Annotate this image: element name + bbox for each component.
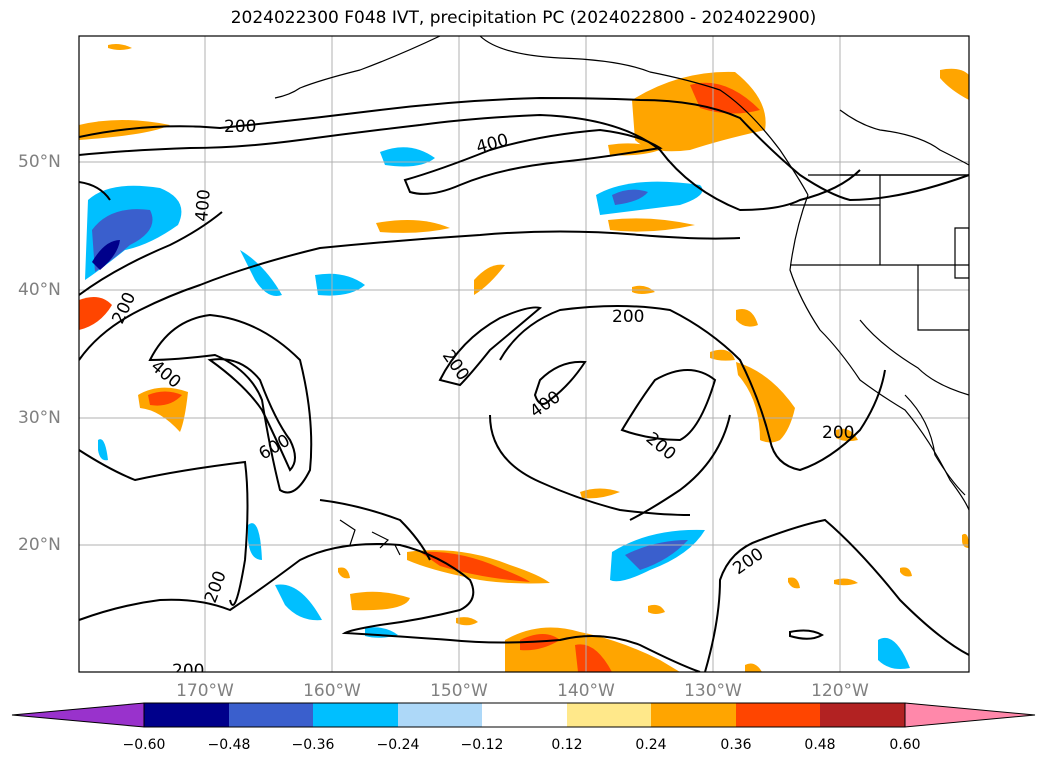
neg-region xyxy=(98,439,108,461)
ivt-contour xyxy=(148,313,313,494)
lon-label: 140°W xyxy=(557,681,615,701)
ivt-contour xyxy=(438,306,543,387)
colorbar-tick-label: −0.24 xyxy=(376,737,420,753)
pos-region xyxy=(745,663,762,672)
pos-region xyxy=(962,533,969,548)
colorbar xyxy=(11,702,1036,728)
colorbar-tick-label: −0.12 xyxy=(460,737,504,753)
neg-region xyxy=(240,250,282,296)
neg-region xyxy=(596,181,703,215)
lat-label: 30°N xyxy=(18,408,61,428)
pos-region xyxy=(376,219,450,233)
ivt-contour xyxy=(499,305,886,472)
colorbar-swatch xyxy=(398,703,482,727)
pos-region xyxy=(580,488,620,499)
pos-region xyxy=(608,218,695,232)
map-frame xyxy=(78,35,970,673)
neg-region xyxy=(275,584,322,621)
colorbar-tick-label: 0.36 xyxy=(720,737,752,753)
colorbar-swatch xyxy=(651,703,736,727)
ivt-contour xyxy=(319,499,431,561)
colorbar-tick-label: −0.36 xyxy=(291,737,335,753)
colorbar-tick-label: 0.60 xyxy=(889,737,921,753)
lon-label: 120°W xyxy=(811,681,869,701)
contour-label: 200 xyxy=(822,423,854,443)
figure-title: 2024022300 F048 IVT, precipitation PC (2… xyxy=(230,8,817,28)
pos-region xyxy=(420,551,530,582)
neg-region xyxy=(92,240,120,270)
colorbar-swatch xyxy=(144,703,229,727)
lat-label: 50°N xyxy=(18,152,61,172)
ivt-contour xyxy=(704,518,969,672)
ivt-contour xyxy=(533,360,587,405)
colorbar-extend-max xyxy=(904,702,1036,728)
colorbar-swatch xyxy=(567,703,651,727)
colorbar-swatch xyxy=(482,703,567,727)
pos-region xyxy=(79,296,112,330)
pos-region xyxy=(338,567,350,579)
lon-label: 130°W xyxy=(684,681,742,701)
pos-region xyxy=(788,577,800,589)
neg-region xyxy=(878,637,910,669)
ivt-contour xyxy=(79,543,701,672)
ivt-contour xyxy=(620,369,717,442)
pos-region xyxy=(690,82,760,114)
colorbar-swatch xyxy=(229,703,313,727)
contour-label: 200 xyxy=(224,117,256,137)
ivt-contour xyxy=(489,414,731,521)
ivt-contour xyxy=(789,629,824,640)
colorbar-tick-label: 0.24 xyxy=(635,737,667,753)
pos-region xyxy=(108,44,132,50)
pos-region xyxy=(350,591,410,611)
gridlines xyxy=(79,36,969,672)
lat-label: 40°N xyxy=(18,280,61,300)
colorbar-tick-label: −0.48 xyxy=(207,737,251,753)
pos-region xyxy=(736,309,758,327)
pos-region xyxy=(608,143,660,156)
ivt-contours xyxy=(79,96,969,672)
ivt-contour xyxy=(79,113,861,212)
lat-label: 20°N xyxy=(18,535,61,555)
colorbar-tick-label: 0.12 xyxy=(551,737,583,753)
ivt-contour xyxy=(403,128,663,195)
neg-region xyxy=(625,540,688,570)
pos-region xyxy=(940,68,969,100)
ivt-contour xyxy=(207,358,296,472)
ivt-contour xyxy=(79,181,223,296)
ivt-contour xyxy=(79,96,969,202)
neg-region xyxy=(248,523,262,560)
neg-region xyxy=(612,189,648,205)
lon-label: 160°W xyxy=(303,681,361,701)
colorbar-swatch xyxy=(820,703,905,727)
coastlines xyxy=(274,36,969,556)
lon-label: 170°W xyxy=(176,681,234,701)
pos-region xyxy=(900,567,912,577)
colorbar-swatch xyxy=(736,703,820,727)
colorbar-tick-label: 0.48 xyxy=(804,737,836,753)
contour-label: 400 xyxy=(192,188,215,222)
pos-region xyxy=(474,264,505,295)
pos-region xyxy=(575,644,612,672)
colorbar-tick-label: −0.60 xyxy=(122,737,166,753)
ivt-contour xyxy=(79,230,741,361)
pos-region xyxy=(148,391,182,406)
colorbar-swatch xyxy=(313,703,398,727)
contour-label: 200 xyxy=(612,307,644,327)
pos-region xyxy=(648,604,665,614)
colorbar-extend-min xyxy=(11,702,145,728)
ivt-contour xyxy=(79,449,249,606)
pos-region xyxy=(456,617,478,626)
map-area: 200 400 400 200 400 600 200 200 400 200 … xyxy=(79,36,969,681)
pos-region xyxy=(710,349,735,361)
contour-label: 200 xyxy=(172,661,204,681)
lon-label: 150°W xyxy=(430,681,488,701)
